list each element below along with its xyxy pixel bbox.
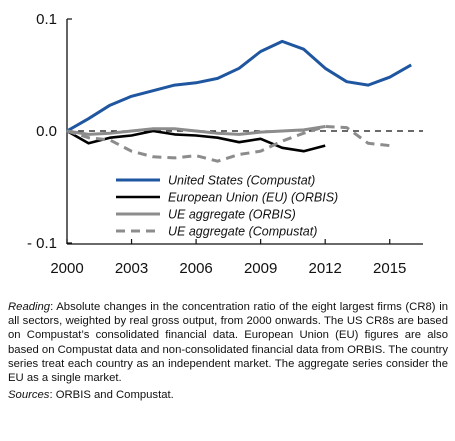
reading-label: Reading [8,301,51,313]
x-tick-label: 2006 [179,260,212,277]
legend-label: UE aggregate (Compustat) [168,225,317,239]
sources-note: Sources: ORBIS and Compustat. [8,388,448,402]
x-axis-ticks: 2000 2003 2006 2009 2012 2015 [50,239,406,277]
figure-notes: Reading: Absolute changes in the concent… [8,300,448,402]
series-line [66,125,326,136]
sources-label: Sources [8,389,50,402]
y-tick-label: - 0.1 [27,235,57,252]
legend: United States (Compustat) European Union … [116,174,338,239]
series-line [66,39,412,133]
series-layer [66,39,412,163]
legend-label: European Union (EU) (ORBIS) [168,191,338,205]
series-line [66,129,326,153]
reading-note: Reading: Absolute changes in the concent… [8,300,448,385]
reading-text: : Absolute changes in the concentration … [8,301,449,385]
legend-label: UE aggregate (ORBIS) [168,208,296,222]
x-tick-label: 2009 [244,260,277,277]
x-tick-label: 2015 [373,260,406,277]
x-tick-label: 2000 [50,260,83,277]
line-chart: 0.1 0.0 - 0.1 2000 2003 2006 2009 2012 2015 Uni… [27,11,423,277]
x-tick-label: 2003 [115,260,148,277]
legend-label: United States (Compustat) [168,174,315,188]
y-axis-ticks: 0.1 0.0 - 0.1 [27,11,72,252]
y-tick-label: 0.0 [36,123,57,140]
series-line [66,125,390,163]
y-tick-label: 0.1 [36,11,57,28]
x-tick-label: 2012 [308,260,341,277]
sources-text: : ORBIS and Compustat. [49,389,174,402]
